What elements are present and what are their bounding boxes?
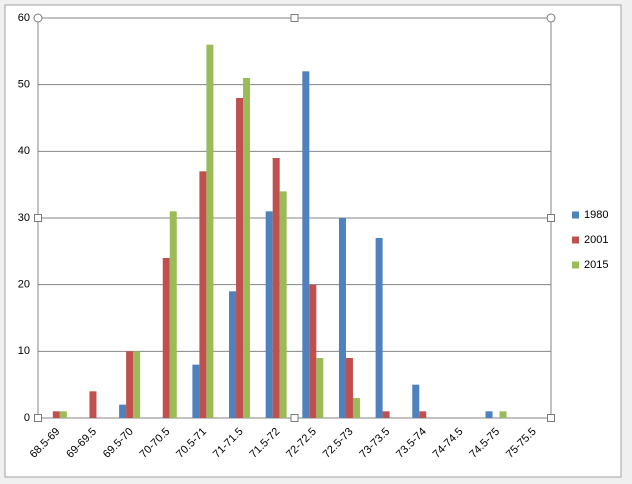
y-tick-label: 20 [18,279,30,291]
bar [345,358,353,418]
bar [338,218,346,418]
legend-swatch [572,211,579,219]
bar [382,411,390,418]
legend-swatch [572,236,579,244]
legend-label: 1980 [584,209,608,221]
bar [59,411,67,418]
selection-handle [33,13,43,23]
bar [192,364,200,418]
bar [169,211,177,418]
bar [485,411,493,418]
y-tick-label: 50 [18,79,30,91]
bar [126,351,134,418]
selection-handle [34,414,42,422]
bar [243,78,251,418]
y-tick-label: 30 [18,212,30,224]
selection-handle [547,214,555,222]
bar [375,238,383,418]
bar [133,351,141,418]
selection-handle [34,214,42,222]
bar [119,404,127,418]
bar [419,411,427,418]
selection-handle [290,14,299,22]
bar [316,358,324,418]
bar [236,98,244,418]
y-tick-label: 10 [18,345,30,357]
selection-handle [547,414,555,422]
bar [272,158,280,418]
bar [265,211,273,418]
bar [412,384,420,418]
bar [229,291,237,418]
bar [199,171,207,418]
bar [162,258,170,418]
bar [89,391,97,418]
y-tick-label: 0 [24,412,30,424]
bar [499,411,507,418]
bar [52,411,60,418]
bar [309,284,317,418]
selection-handle [546,13,556,23]
bar [279,191,287,418]
y-tick-label: 60 [18,12,30,24]
legend-label: 2001 [584,234,608,246]
y-tick-label: 40 [18,145,30,157]
legend-label: 2015 [584,259,608,271]
bar [352,398,360,418]
bar [206,44,214,419]
bar [302,71,310,418]
legend-swatch [572,261,579,269]
selection-handle [290,414,299,422]
